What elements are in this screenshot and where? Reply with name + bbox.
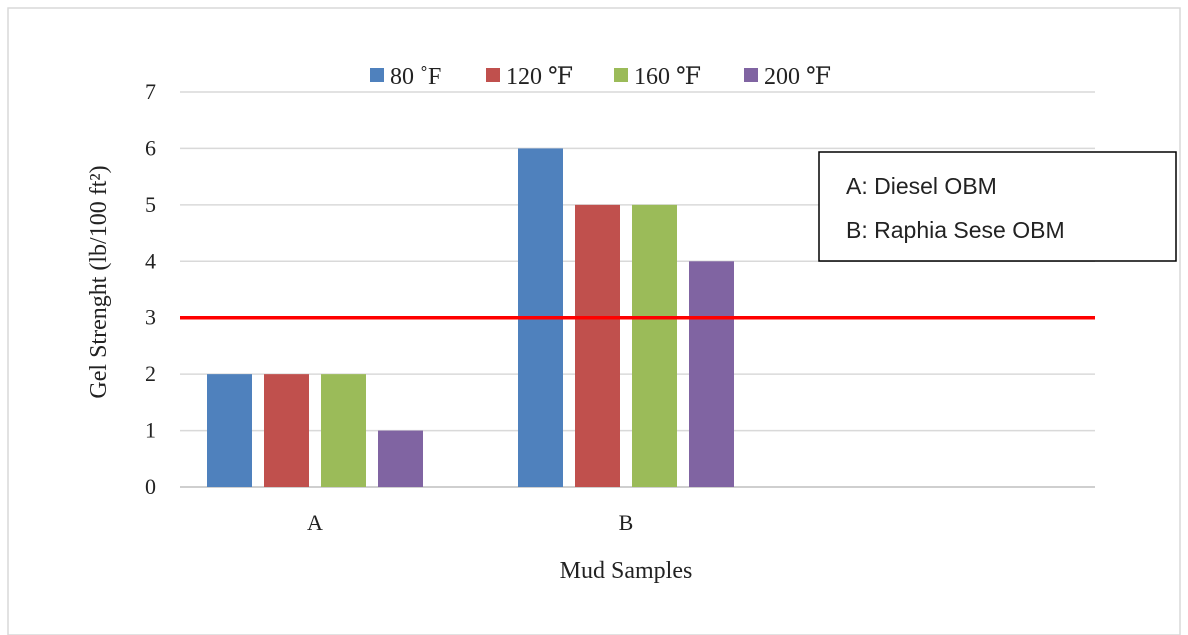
annotation-frame	[818, 151, 1177, 262]
legend-swatch-3	[614, 68, 628, 82]
bar-a-series-2	[264, 374, 309, 487]
y-tick-label: 1	[145, 418, 156, 443]
legend-label-4: 200 ℉	[764, 64, 831, 90]
x-tick-label-a: A	[307, 510, 323, 535]
y-tick-label: 7	[145, 79, 156, 104]
y-tick-label: 5	[145, 192, 156, 217]
x-tick-label-b: B	[619, 510, 634, 535]
y-tick-label: 3	[145, 305, 156, 330]
legend-swatch-4	[744, 68, 758, 82]
annotation-line-b: B: Raphia Sese OBM	[846, 217, 1065, 243]
x-axis-title: Mud Samples	[560, 558, 693, 584]
legend-swatch-1	[370, 68, 384, 82]
legend-label-1: 80 ˚F	[390, 64, 441, 90]
y-tick-label: 2	[145, 361, 156, 386]
legend-label-2: 120 ℉	[506, 64, 573, 90]
y-axis-title: Gel Strenght (lb/100 ft²)	[86, 165, 112, 398]
legend-swatch-2	[486, 68, 500, 82]
bar-b-series-2	[575, 204, 620, 487]
y-tick-labels: 0 1 2 3 4 5 6 7	[145, 79, 156, 499]
bar-a-series-1	[207, 374, 252, 487]
legend: 80 ˚F 120 ℉ 160 ℉ 200 ℉	[370, 64, 831, 90]
annotation-line-a: A: Diesel OBM	[846, 173, 997, 199]
bar-b-series-4	[689, 261, 734, 487]
bar-a-series-3	[321, 374, 366, 487]
y-tick-label: 0	[145, 474, 156, 499]
y-tick-label: 6	[145, 135, 156, 160]
bar-a-series-4	[378, 430, 423, 487]
y-tick-label: 4	[145, 248, 156, 273]
bar-b-series-3	[632, 204, 677, 487]
legend-label-3: 160 ℉	[634, 64, 701, 90]
annotation-box: A: Diesel OBM B: Raphia Sese OBM	[818, 151, 1177, 262]
